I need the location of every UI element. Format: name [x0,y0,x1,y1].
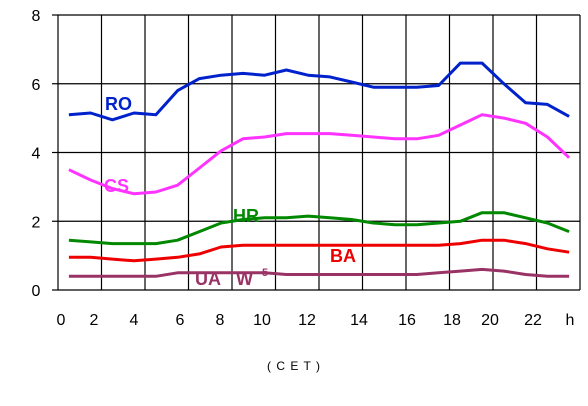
series-label-hr: HR [233,206,259,226]
x-axis-ticks: 0 2 4 6 8 10 12 14 16 18 20 22 h [57,312,575,329]
x-tick-label: 20 [481,312,499,329]
y-axis-ticks: 0 2 4 6 8 [32,8,58,300]
x-tick-label: 14 [350,312,368,329]
x-axis-label: ( C E T ) [267,359,321,373]
x-tick-label: 2 [90,312,99,329]
series-labels: RO CS HR BA UA W 5 [104,94,356,289]
plot-frame [57,14,581,291]
series-line-cs [68,113,571,196]
x-tick-label: 18 [443,312,461,329]
x-tick-label: 8 [216,312,225,329]
series-label-ba: BA [330,246,356,266]
series-line-ba [68,238,570,263]
grid [58,15,580,290]
y-tick-label: 6 [32,77,41,94]
y-tick-label: 0 [32,283,41,300]
x-tick-label: 6 [176,312,185,329]
series-label-ua: UA [195,269,221,289]
y-tick-label: 2 [32,214,41,231]
series-line-ua [68,267,570,278]
annotation-superscript: 5 [262,267,268,279]
series-label-ro: RO [105,94,132,114]
x-tick-label: 22 [524,312,542,329]
x-tick-label: 16 [398,312,416,329]
x-tick-label: h [566,312,575,329]
x-tick-label: 12 [298,312,316,329]
x-tick-label: 0 [57,312,66,329]
series-line-hr [68,211,570,246]
x-tick-label: 10 [253,312,271,329]
y-tick-label: 4 [32,146,41,163]
series-lines [68,61,571,278]
series-label-cs: CS [104,176,129,196]
y-tick-label: 8 [32,8,41,25]
x-tick-label: 4 [130,312,139,329]
series-line-ro [68,61,570,122]
annotation-label: W [236,269,253,289]
